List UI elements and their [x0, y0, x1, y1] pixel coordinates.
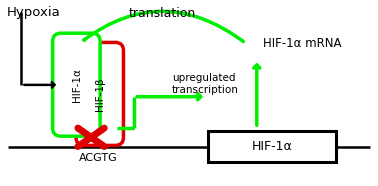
- Text: upregulated
transcription: upregulated transcription: [172, 73, 239, 94]
- Text: HIF-1α: HIF-1α: [72, 68, 82, 102]
- Text: Hypoxia: Hypoxia: [6, 6, 60, 19]
- Text: HIF-1α: HIF-1α: [251, 140, 292, 153]
- Text: ACGTG: ACGTG: [79, 153, 118, 163]
- FancyBboxPatch shape: [76, 42, 124, 145]
- FancyArrowPatch shape: [84, 11, 243, 41]
- Text: HIF-1β: HIF-1β: [95, 77, 105, 111]
- FancyBboxPatch shape: [208, 131, 336, 162]
- Text: HIF-1α mRNA: HIF-1α mRNA: [263, 37, 341, 50]
- Text: translation: translation: [129, 7, 196, 20]
- FancyBboxPatch shape: [53, 33, 100, 136]
